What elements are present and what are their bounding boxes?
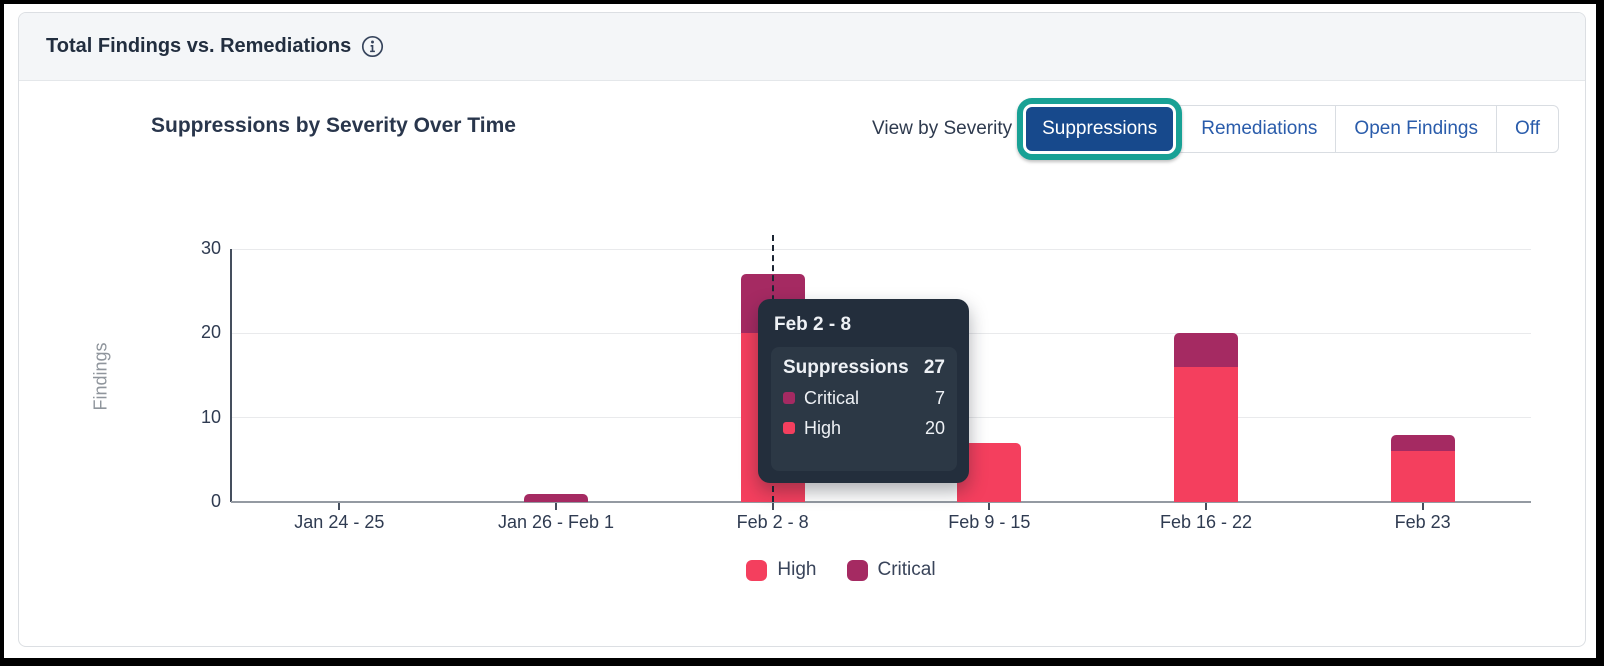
severity-view-toggle-group: Suppressions Remediations Open Findings … — [1017, 98, 1559, 160]
card-title: Total Findings vs. Remediations — [46, 35, 352, 57]
tab-off[interactable]: Off — [1496, 106, 1558, 152]
tab-suppressions[interactable]: Suppressions — [1026, 107, 1174, 151]
tooltip-metric-total: 27 — [923, 357, 945, 378]
chart-legend: High Critical — [231, 559, 1451, 581]
view-by-severity-controls: View by Severity Suppressions Remediatio… — [872, 98, 1559, 160]
x-axis-line — [231, 501, 1531, 503]
x-axis-label: Jan 24 - 25 — [294, 512, 385, 532]
tooltip-metric-row: Suppressions 27 — [783, 357, 945, 379]
y-axis-tick-label: 20 — [200, 322, 221, 343]
x-axis-tick — [988, 503, 991, 510]
tooltip-row-critical: Critical 7 — [783, 383, 945, 413]
findings-card: Total Findings vs. Remediations Suppress… — [18, 12, 1586, 647]
tab-open-findings[interactable]: Open Findings — [1335, 106, 1496, 152]
tooltip-swatch-high — [783, 422, 795, 434]
bar-segment-high[interactable] — [1390, 451, 1455, 502]
bar-segment-critical[interactable] — [1390, 434, 1455, 452]
x-axis-tick — [1205, 503, 1207, 510]
x-axis-tick — [338, 503, 341, 510]
bar-segment-critical[interactable] — [524, 493, 588, 502]
tooltip-metric-label: Suppressions — [783, 357, 909, 378]
tooltip-swatch-critical — [783, 392, 795, 404]
tooltip-row-high: High 20 — [783, 413, 945, 443]
tab-remediations[interactable]: Remediations — [1183, 106, 1335, 152]
y-axis-title: Findings — [90, 342, 111, 411]
bar-segment-high[interactable] — [1174, 367, 1238, 502]
x-axis-tick — [1421, 503, 1424, 510]
legend-swatch-high — [746, 559, 768, 581]
x-axis-label: Feb 23 — [1394, 512, 1451, 532]
chart-area: Findings Feb 2 - 8 Suppressions 27 Criti… — [19, 13, 1585, 646]
legend-item-high[interactable]: High — [746, 559, 817, 581]
y-axis-tick-label: 10 — [200, 406, 221, 427]
y-axis-tick-label: 30 — [200, 238, 221, 258]
x-axis-label: Jan 26 - Feb 1 — [497, 512, 615, 532]
y-axis-line — [230, 249, 232, 502]
legend-swatch-critical — [846, 559, 868, 581]
tooltip-title: Feb 2 - 8 — [774, 314, 852, 335]
tooltip-row-label: Critical — [804, 387, 860, 408]
legend-label: Critical — [877, 559, 936, 580]
tooltip-body: Suppressions 27 Critical 7 High 20 — [771, 347, 957, 471]
info-icon[interactable] — [361, 35, 384, 58]
legend-label: High — [777, 559, 817, 580]
highlight-ring: Suppressions — [1017, 98, 1183, 160]
card-header: Total Findings vs. Remediations — [19, 13, 1585, 81]
legend-item-critical[interactable]: Critical — [846, 559, 936, 581]
chart-title: Suppressions by Severity Over Time — [151, 114, 516, 137]
x-axis-label: Feb 16 - 22 — [1159, 512, 1253, 532]
gridline — [231, 248, 1531, 250]
x-axis-label: Feb 2 - 8 — [736, 512, 809, 532]
view-by-severity-label: View by Severity — [872, 118, 1013, 139]
x-axis-tick — [555, 503, 557, 510]
chart-tooltip: Feb 2 - 8 Suppressions 27 Critical 7 High 2… — [758, 299, 969, 483]
tooltip-row-value: 7 — [934, 387, 945, 408]
tooltip-row-label: High — [804, 417, 842, 438]
x-axis-label: Feb 9 - 15 — [948, 512, 1031, 532]
bar-segment-critical[interactable] — [1174, 333, 1238, 368]
x-axis-tick — [771, 503, 774, 510]
tooltip-row-value: 20 — [924, 417, 945, 438]
y-axis-tick-label: 0 — [210, 491, 221, 511]
